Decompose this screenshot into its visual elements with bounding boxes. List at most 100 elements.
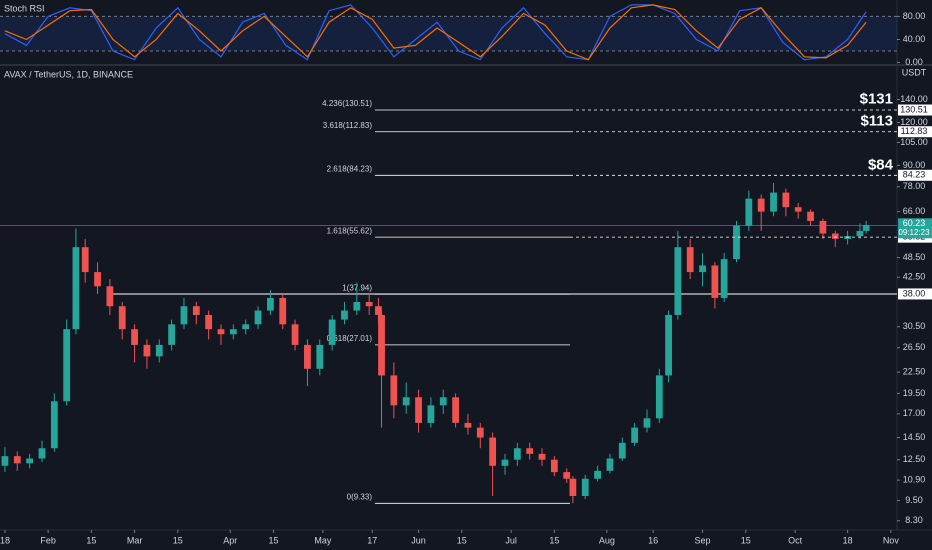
price-tag: [898, 288, 932, 300]
candle-body: [686, 247, 694, 273]
y-tick-label: 17.00: [903, 408, 926, 418]
candle-body: [375, 306, 382, 315]
target-label: $131: [860, 90, 893, 107]
x-tick-label: Jun: [411, 535, 426, 545]
last-price-tag: [898, 218, 932, 239]
candle-body: [365, 302, 373, 307]
x-tick-label: May: [314, 535, 332, 545]
candle-body: [643, 418, 651, 428]
y-tick-label: 66.00: [903, 206, 926, 216]
y-tick-label: 19.50: [903, 388, 926, 398]
symbol-title: AVAX / TetherUS, 1D, BINANCE: [4, 69, 133, 79]
y-tick-label: 8.30: [905, 515, 923, 525]
x-tick-label: Jul: [505, 535, 517, 545]
candle-body: [733, 225, 740, 260]
fib-label: 3.618(112.83): [323, 121, 373, 130]
y-tick-label: 42.50: [903, 272, 926, 282]
x-tick-label: 18: [0, 535, 10, 545]
candle-body: [757, 198, 765, 212]
x-tick-label: Aug: [599, 535, 615, 545]
price-tag-label: 84.23: [903, 170, 926, 180]
candle-body: [594, 470, 601, 479]
candle-body: [631, 427, 639, 443]
last-price-label: 60.23: [903, 218, 926, 228]
candle-body: [819, 220, 827, 234]
candle-body: [402, 397, 410, 406]
indicator-title: Stoch RSI: [4, 3, 45, 13]
candle-body: [229, 329, 237, 335]
candle-body: [63, 329, 71, 402]
price-tag: [898, 169, 932, 181]
candle-body: [13, 456, 21, 464]
candle-body: [143, 344, 151, 357]
candle-body: [618, 442, 626, 459]
y-tick-label: 0.00: [905, 57, 923, 67]
candle-body: [50, 401, 58, 449]
target-label: $84: [868, 157, 894, 174]
candle-body: [316, 344, 324, 369]
fib-label: 0.618(27.01): [327, 334, 373, 343]
y-tick-label: 30.50: [903, 321, 926, 331]
candle-body: [501, 459, 509, 466]
candle-body: [699, 265, 706, 273]
candle-body: [155, 344, 163, 357]
overbought-band: [0, 16, 897, 52]
candle-body: [711, 265, 719, 298]
x-tick-label: Mar: [127, 535, 143, 545]
candle-body: [452, 397, 459, 423]
candle-body: [427, 405, 435, 423]
candle-body: [131, 329, 138, 345]
candle-body: [745, 198, 753, 226]
candle-body: [205, 314, 213, 330]
candle-body: [563, 472, 571, 479]
candle-body: [782, 192, 790, 208]
y-tick-label: 80.00: [903, 11, 926, 21]
candle-body: [353, 302, 361, 311]
candle-body: [279, 297, 287, 325]
candle-body: [513, 448, 521, 460]
candle-body: [794, 207, 802, 212]
candle-body: [674, 247, 682, 315]
candle-body: [378, 314, 385, 376]
x-tick-label: 15: [457, 535, 467, 545]
x-tick-label: 18: [843, 535, 853, 545]
candle-body: [341, 310, 348, 320]
candle-body: [192, 306, 200, 315]
y-tick-label: 22.50: [903, 366, 926, 376]
fib-label: 1.618(55.62): [327, 226, 373, 235]
candle-body: [180, 306, 188, 325]
x-tick-label: 16: [648, 535, 658, 545]
candle-body: [862, 225, 870, 231]
x-tick-label: 17: [367, 535, 377, 545]
candle-body: [168, 324, 176, 345]
fib-label: 4.236(130.51): [322, 99, 372, 108]
candle-body: [606, 458, 614, 471]
candle-body: [489, 437, 497, 466]
candle-body: [291, 324, 299, 345]
y-tick-label: 48.50: [903, 252, 926, 262]
candle-body: [526, 448, 534, 454]
candle-body: [118, 306, 126, 330]
candle-body: [655, 375, 663, 419]
candle-body: [807, 211, 814, 221]
y-tick-label: 12.50: [903, 454, 926, 464]
x-tick-label: 15: [741, 535, 751, 545]
price-tag-label: 130.51: [900, 104, 928, 114]
price-tag: [898, 104, 932, 116]
candle-body: [242, 324, 250, 330]
candle-body: [538, 453, 546, 460]
x-tick-label: 15: [549, 535, 559, 545]
x-tick-label: Sep: [695, 535, 711, 545]
candle-body: [328, 319, 336, 345]
countdown-label: 09:12:23: [898, 228, 930, 237]
price-tag-label: 112.83: [901, 126, 928, 136]
y-tick-label: 120.00: [900, 117, 928, 127]
candle-body: [464, 422, 472, 428]
candle-body: [720, 259, 728, 298]
candle-body: [390, 375, 398, 406]
y-tick-label: 105.00: [900, 137, 928, 147]
y-tick-label: 9.50: [905, 495, 923, 505]
candle-body: [439, 397, 447, 406]
